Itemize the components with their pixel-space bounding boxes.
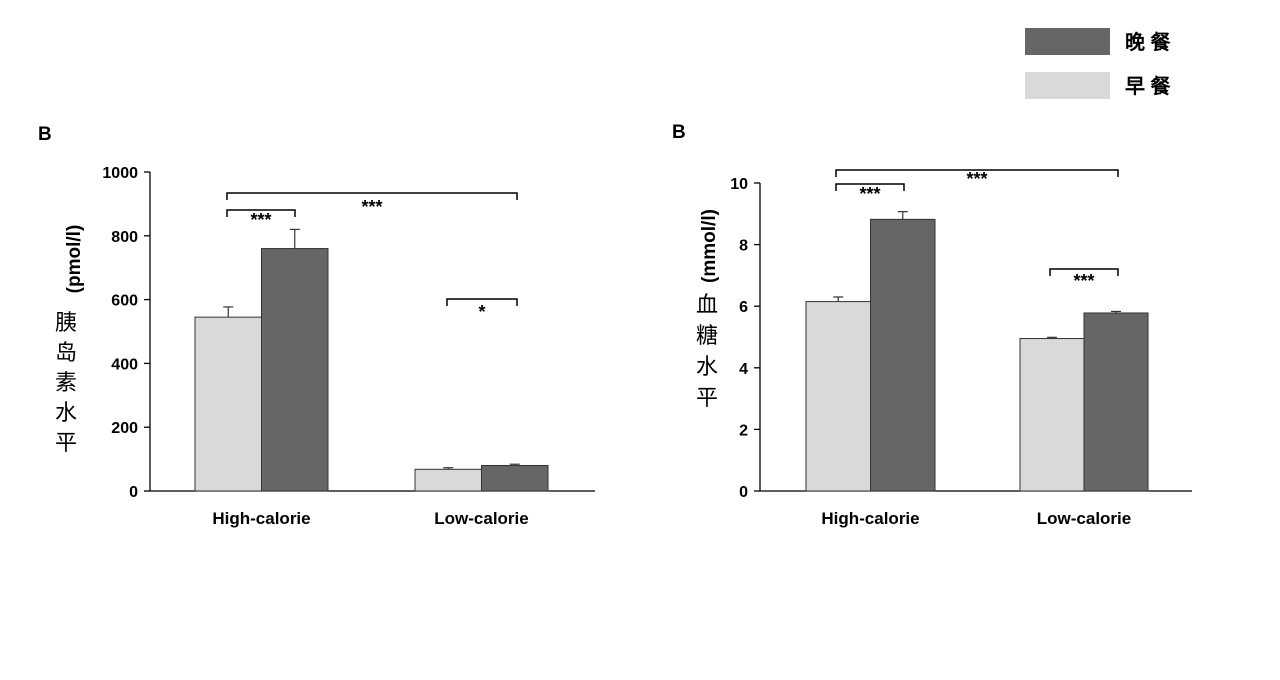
significance-label: *** [1073,271,1094,291]
significance-bracket [835,183,905,191]
y-tick-label: 0 [129,484,138,501]
significance-label: *** [966,169,987,189]
y-tick-label: 800 [111,229,138,246]
panel-label: B [672,122,686,143]
y-axis-label-char: 糖 [696,323,718,348]
y-axis-label-char: 岛 [55,340,77,365]
bar-dinner [1083,312,1149,492]
significance-bracket [226,209,296,217]
x-category-label: High-calorie [821,509,919,528]
significance-bracket [1049,268,1119,276]
bar-dinner [261,248,329,492]
legend-swatch-1 [1025,72,1110,99]
significance-label: * [478,302,485,322]
panel-label: B [38,124,52,145]
y-axis-label-char: 胰 [55,310,77,335]
legend: 晚 餐早 餐 [1025,28,1172,99]
significance-bracket [226,192,518,200]
legend-label-1: 早 餐 [1125,74,1172,98]
y-tick-label: 600 [111,293,138,310]
significance-label: *** [859,184,880,204]
bar-breakfast [805,301,871,492]
legend-label-0: 晚 餐 [1125,30,1172,54]
y-tick-label: 6 [739,299,748,316]
bar-dinner [481,464,549,492]
significance-label: *** [361,197,382,217]
y-axis-label-char: 平 [55,430,77,455]
x-category-label: Low-calorie [1037,509,1131,528]
y-tick-label: 1000 [102,165,138,182]
bar-breakfast [194,316,262,492]
significance-bracket [835,169,1119,177]
y-tick-label: 4 [739,361,748,378]
y-axis-label-char: 平 [696,385,718,410]
y-tick-label: 0 [739,484,748,501]
x-category-label: High-calorie [212,509,310,528]
y-axis-unit: (mmol/l) [699,209,720,283]
significance-bracket [446,298,518,306]
y-tick-label: 2 [739,422,748,439]
y-tick-label: 8 [739,238,748,255]
x-category-label: Low-calorie [434,509,528,528]
y-axis-unit: (pmol/l) [64,225,85,294]
legend-swatch-0 [1025,28,1110,55]
y-axis-label-char: 水 [55,400,77,425]
bar-breakfast [1019,338,1085,492]
y-tick-label: 400 [111,356,138,373]
y-axis-label-char: 素 [55,370,77,395]
y-tick-label: 10 [730,176,748,193]
significance-label: *** [250,210,271,230]
y-axis-label-char: 血 [696,292,718,317]
y-tick-label: 200 [111,420,138,437]
bar-breakfast [414,468,482,492]
y-axis-label-char: 水 [696,354,718,379]
bar-dinner [870,218,936,492]
